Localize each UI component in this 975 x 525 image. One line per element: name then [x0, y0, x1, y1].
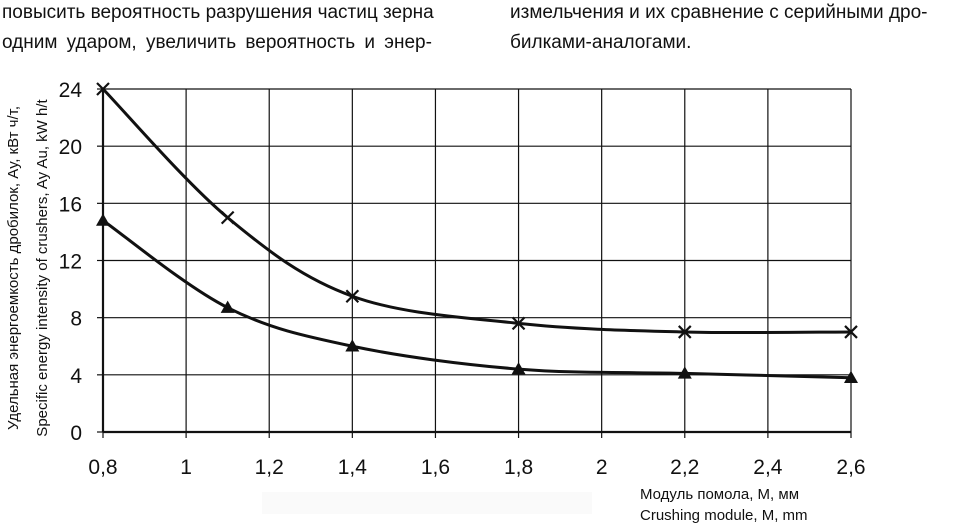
series-line-1 — [101, 87, 852, 335]
cross-marker — [96, 82, 110, 96]
y-tick-label: 8 — [70, 308, 82, 331]
text-line-right-2: билками-аналогами. — [510, 32, 692, 53]
cross-marker — [844, 325, 858, 339]
series-group — [96, 82, 858, 383]
text-line-right-1: измельчения и их сравнение с серийными д… — [510, 2, 928, 23]
x-tick-label: 1,6 — [421, 456, 450, 479]
x-tick-label: 0,8 — [88, 456, 117, 479]
x-tick-label: 2,6 — [836, 456, 865, 479]
cross-marker — [345, 289, 360, 304]
y-tick-label: 12 — [59, 251, 82, 274]
cross-marker — [511, 316, 526, 331]
y-tick-label: 20 — [59, 136, 82, 159]
cross-marker — [220, 210, 235, 225]
x-axis-title-en: Crushing module, M, mm — [640, 507, 808, 524]
x-tick-label: 1 — [180, 456, 192, 479]
x-tick-label: 1,4 — [338, 456, 368, 479]
text-line-left-2: одним ударом, увеличить вероятность и эн… — [2, 32, 432, 53]
triangle-marker — [96, 213, 110, 226]
x-tick-label: 1,2 — [255, 456, 284, 479]
cross-marker — [678, 325, 692, 339]
x-axis-title-ru: Модуль помола, М, мм — [640, 486, 799, 503]
x-tick-label: 1,8 — [504, 456, 533, 479]
tick-labels: 0,8 1 1,2 1,4 1,6 1,8 2 2,2 2,4 2,6 0 4 8 12 16 20 24 — [59, 79, 866, 479]
y-axis-title-ru: Удельная энергоемкость дробилок, Aу, кВт… — [5, 106, 22, 430]
series-line-2 — [102, 219, 852, 380]
text-line-left-1: повысить вероятность разрушения частиц з… — [2, 2, 434, 23]
triangle-marker — [511, 362, 526, 375]
triangle-marker — [677, 366, 692, 379]
triangle-marker — [220, 300, 235, 313]
x-tick-label: 2,4 — [753, 456, 783, 479]
y-axis-title-en: Specific energy intensity of crushers, A… — [34, 98, 51, 436]
y-tick-label: 16 — [59, 193, 82, 216]
y-tick-label: 0 — [70, 422, 82, 445]
y-tick-label: 24 — [59, 79, 83, 102]
y-tick-label: 4 — [70, 365, 82, 388]
grid — [97, 88, 852, 438]
label-background-patch — [262, 492, 592, 514]
triangle-marker — [844, 370, 858, 383]
triangle-marker — [345, 339, 360, 352]
x-tick-label: 2,2 — [670, 456, 699, 479]
x-tick-label: 2 — [596, 456, 608, 479]
